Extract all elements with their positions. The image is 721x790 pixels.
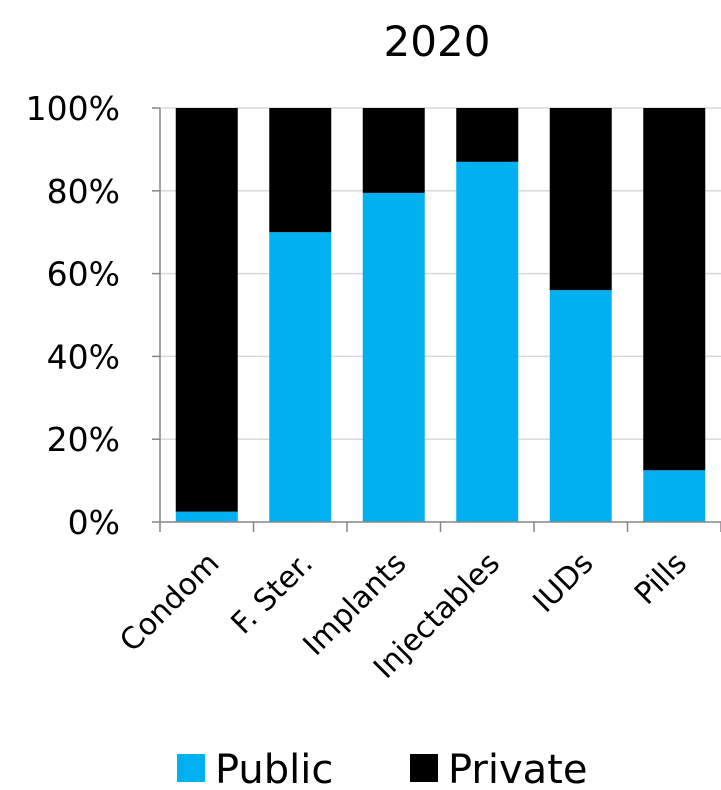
- bar-private-1: [175, 108, 238, 512]
- bar-private-5: [549, 108, 612, 291]
- legend-swatch-private: [410, 754, 438, 782]
- bar-private-6: [643, 108, 706, 471]
- x-tick-label: Pills: [628, 546, 694, 612]
- bar-private-2: [269, 108, 332, 233]
- bar-public-1: [175, 511, 238, 522]
- bar-public-5: [549, 290, 612, 522]
- y-tick-label: 100%: [26, 89, 120, 128]
- bar-private-3: [362, 108, 425, 193]
- y-tick-label: 40%: [47, 337, 120, 376]
- legend: Public Private: [177, 747, 587, 790]
- legend-label-public: Public: [215, 747, 333, 790]
- bars: [175, 108, 706, 522]
- axes: [152, 107, 721, 532]
- legend-label-private: Private: [448, 747, 587, 790]
- y-tick-label: 0%: [68, 503, 120, 542]
- x-tick-label: Condom: [113, 546, 226, 659]
- chart-title: 2020: [384, 17, 491, 66]
- bar-public-6: [643, 470, 706, 522]
- y-tick-label: 60%: [47, 255, 120, 294]
- y-tick-label: 20%: [47, 420, 120, 459]
- x-tick-label: F. Ster.: [225, 546, 320, 641]
- y-tick-labels: 0% 20% 40% 60% 80% 100%: [26, 89, 120, 542]
- x-tick-label: IUDs: [526, 546, 600, 620]
- gridlines: [160, 107, 721, 440]
- legend-swatch-public: [177, 754, 205, 782]
- bar-private-4: [456, 108, 519, 162]
- bar-public-3: [362, 192, 425, 522]
- bar-public-4: [456, 161, 519, 522]
- y-tick-label: 80%: [47, 172, 120, 211]
- bar-public-2: [269, 232, 332, 522]
